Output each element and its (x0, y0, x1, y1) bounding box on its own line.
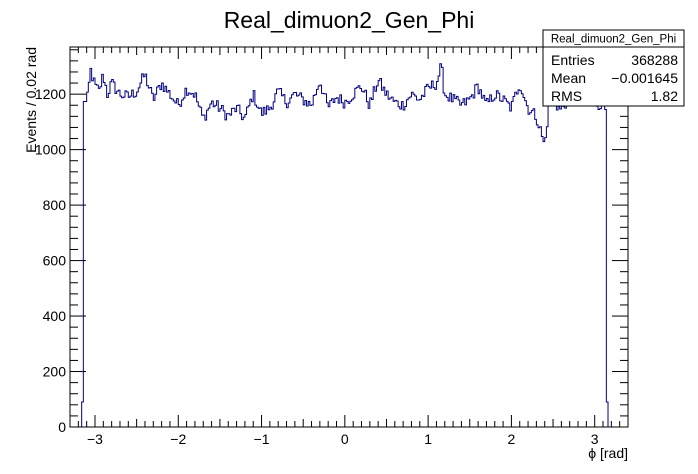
x-tick-label: −2 (170, 431, 186, 447)
stats-rms-label: RMS (551, 88, 582, 104)
y-tick-label: 800 (43, 197, 67, 213)
stats-entries-label: Entries (551, 52, 595, 68)
y-tick-label: 200 (43, 364, 67, 380)
y-tick-label: 600 (43, 253, 67, 269)
x-axis-title: ϕ [rad] (588, 445, 628, 461)
stats-box: Real_dimuon2_Gen_Phi Entries 368288 Mean… (542, 29, 685, 107)
stats-box-frame (542, 29, 685, 107)
x-tick-label: 3 (591, 431, 599, 447)
stats-mean-value: −0.001645 (611, 70, 678, 86)
chart-title: Real_dimuon2_Gen_Phi (224, 7, 475, 33)
x-tick-label: 1 (424, 431, 432, 447)
x-tick-label: −3 (87, 431, 103, 447)
stats-entries-value: 368288 (631, 52, 678, 68)
plot-frame (69, 46, 629, 428)
y-axis-title: Events / 0.02 rad (23, 47, 39, 153)
x-tick-label: −1 (254, 431, 270, 447)
y-tick-label: 400 (43, 308, 67, 324)
plot-border (69, 46, 629, 428)
x-tick-label: 2 (508, 431, 516, 447)
stats-mean-label: Mean (551, 70, 586, 86)
y-axis-ticks (70, 49, 628, 428)
stats-rms-value: 1.82 (651, 88, 678, 104)
stats-box-name: Real_dimuon2_Gen_Phi (551, 34, 676, 46)
x-axis-tick-labels: −3 −2 −1 0 1 2 3 (87, 431, 599, 447)
x-tick-label: 0 (341, 431, 349, 447)
y-axis-tick-labels: 0 200 400 600 800 1000 1200 (35, 86, 66, 435)
y-tick-label: 0 (58, 419, 66, 435)
y-tick-label: 1200 (35, 86, 66, 102)
histogram-line (81, 63, 609, 427)
y-tick-label: 1000 (35, 142, 66, 158)
